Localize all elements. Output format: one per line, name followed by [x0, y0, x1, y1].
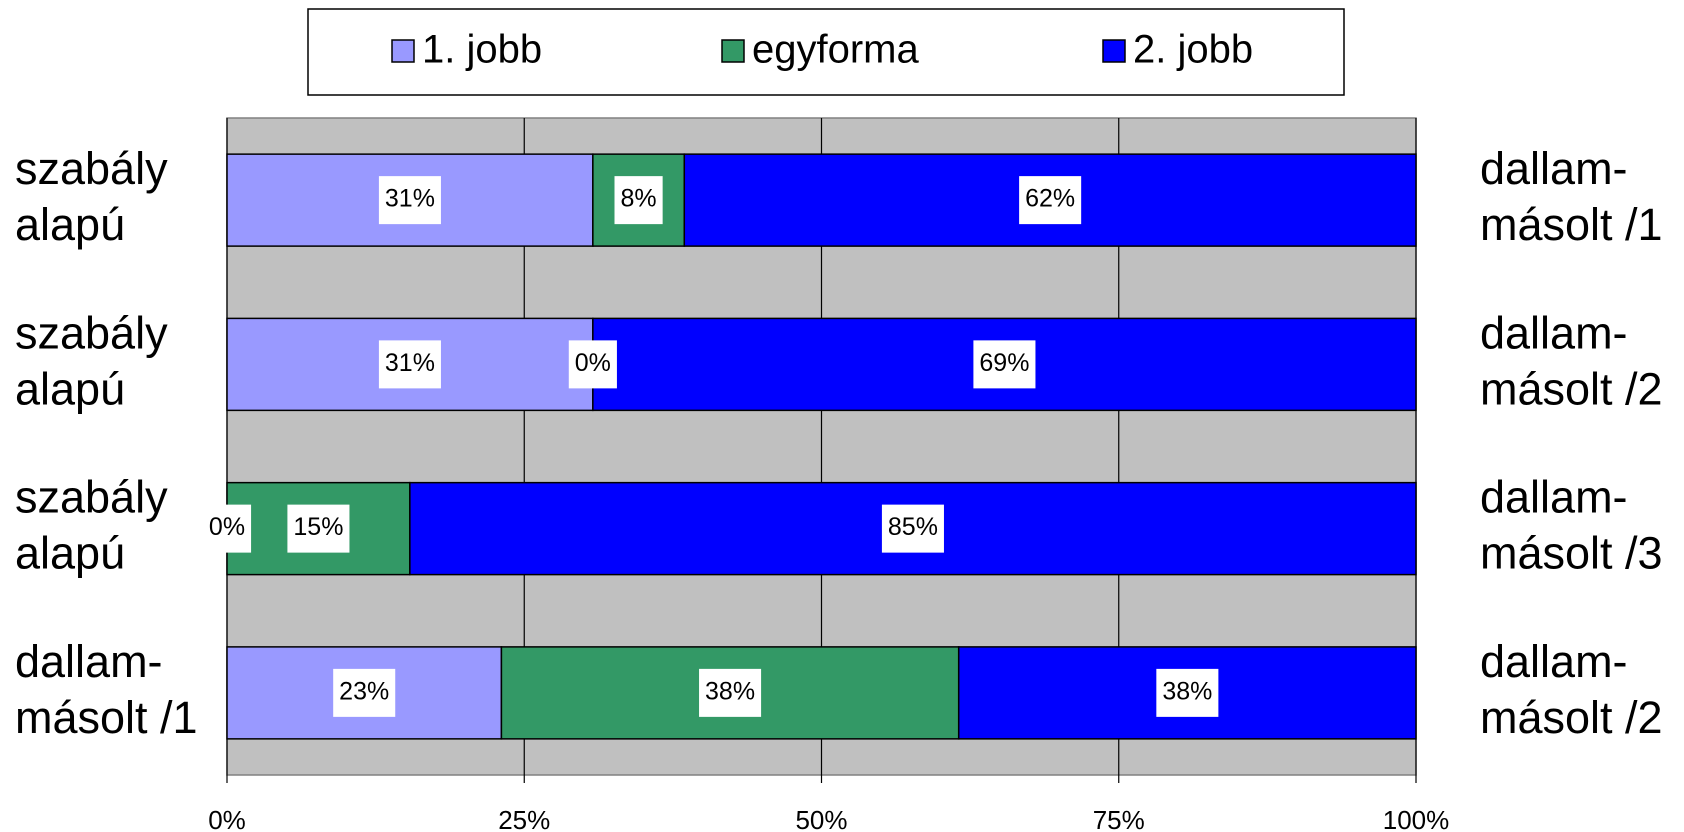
- x-tick-label: 50%: [795, 805, 847, 832]
- x-tick-label: 75%: [1093, 805, 1145, 832]
- data-label-bg: [287, 504, 350, 553]
- data-label: 38%: [699, 668, 762, 717]
- category-label: dallam-: [15, 636, 163, 687]
- category-label: szabály: [15, 307, 168, 358]
- data-label-bg: [202, 504, 252, 553]
- data-label-bg: [881, 504, 944, 553]
- data-label-text: 85%: [888, 513, 938, 541]
- data-label: 69%: [973, 340, 1036, 389]
- data-label: 38%: [1156, 668, 1219, 717]
- x-tick-label: 25%: [498, 805, 550, 832]
- right-label: dallam-: [1480, 143, 1628, 194]
- data-label: 0%: [202, 504, 252, 553]
- data-label: 8%: [614, 176, 663, 225]
- right-label: dallam-: [1480, 472, 1628, 523]
- data-label-bg: [333, 668, 396, 717]
- legend-label: 1. jobb: [422, 28, 542, 72]
- data-label: 31%: [378, 176, 441, 225]
- legend-swatch: [721, 39, 745, 63]
- x-tick-label: 100%: [1383, 805, 1450, 832]
- data-label-text: 23%: [339, 677, 389, 705]
- data-label-text: 38%: [705, 677, 755, 705]
- data-label-bg: [378, 340, 441, 389]
- data-label: 0%: [568, 340, 617, 389]
- legend-label: egyforma: [752, 28, 919, 72]
- data-label-text: 15%: [293, 513, 343, 541]
- data-label-text: 0%: [209, 513, 245, 541]
- data-label-bg: [568, 340, 617, 389]
- data-label-text: 31%: [385, 349, 435, 377]
- legend-box: [307, 8, 1345, 96]
- data-label-text: 8%: [621, 185, 657, 213]
- right-label: dallam-: [1480, 636, 1628, 687]
- category-label: alapú: [15, 199, 125, 250]
- data-label: 62%: [1019, 176, 1082, 225]
- category-label: másolt /1: [15, 692, 198, 743]
- data-label-text: 0%: [575, 349, 611, 377]
- data-label-text: 69%: [979, 349, 1029, 377]
- data-label-bg: [1156, 668, 1219, 717]
- data-label: 23%: [333, 668, 396, 717]
- right-label: másolt /2: [1480, 363, 1663, 414]
- x-tick-label: 0%: [208, 805, 246, 832]
- data-label-bg: [1019, 176, 1082, 225]
- data-label-text: 62%: [1025, 185, 1075, 213]
- right-label: másolt /1: [1480, 199, 1663, 250]
- right-label: dallam-: [1480, 307, 1628, 358]
- category-label: alapú: [15, 528, 125, 579]
- data-label-text: 38%: [1162, 677, 1212, 705]
- category-label: alapú: [15, 363, 125, 414]
- category-label: szabály: [15, 143, 168, 194]
- legend-swatch: [1102, 39, 1126, 63]
- data-label-bg: [614, 176, 663, 225]
- data-label: 31%: [378, 340, 441, 389]
- data-label-bg: [699, 668, 762, 717]
- legend-swatch: [391, 39, 415, 63]
- data-label-text: 31%: [385, 185, 435, 213]
- data-label-bg: [378, 176, 441, 225]
- right-label: másolt /2: [1480, 692, 1663, 743]
- data-label: 85%: [881, 504, 944, 553]
- right-label: másolt /3: [1480, 528, 1663, 579]
- data-label-bg: [973, 340, 1036, 389]
- legend-label: 2. jobb: [1133, 28, 1253, 72]
- data-label: 15%: [287, 504, 350, 553]
- category-label: szabály: [15, 472, 168, 523]
